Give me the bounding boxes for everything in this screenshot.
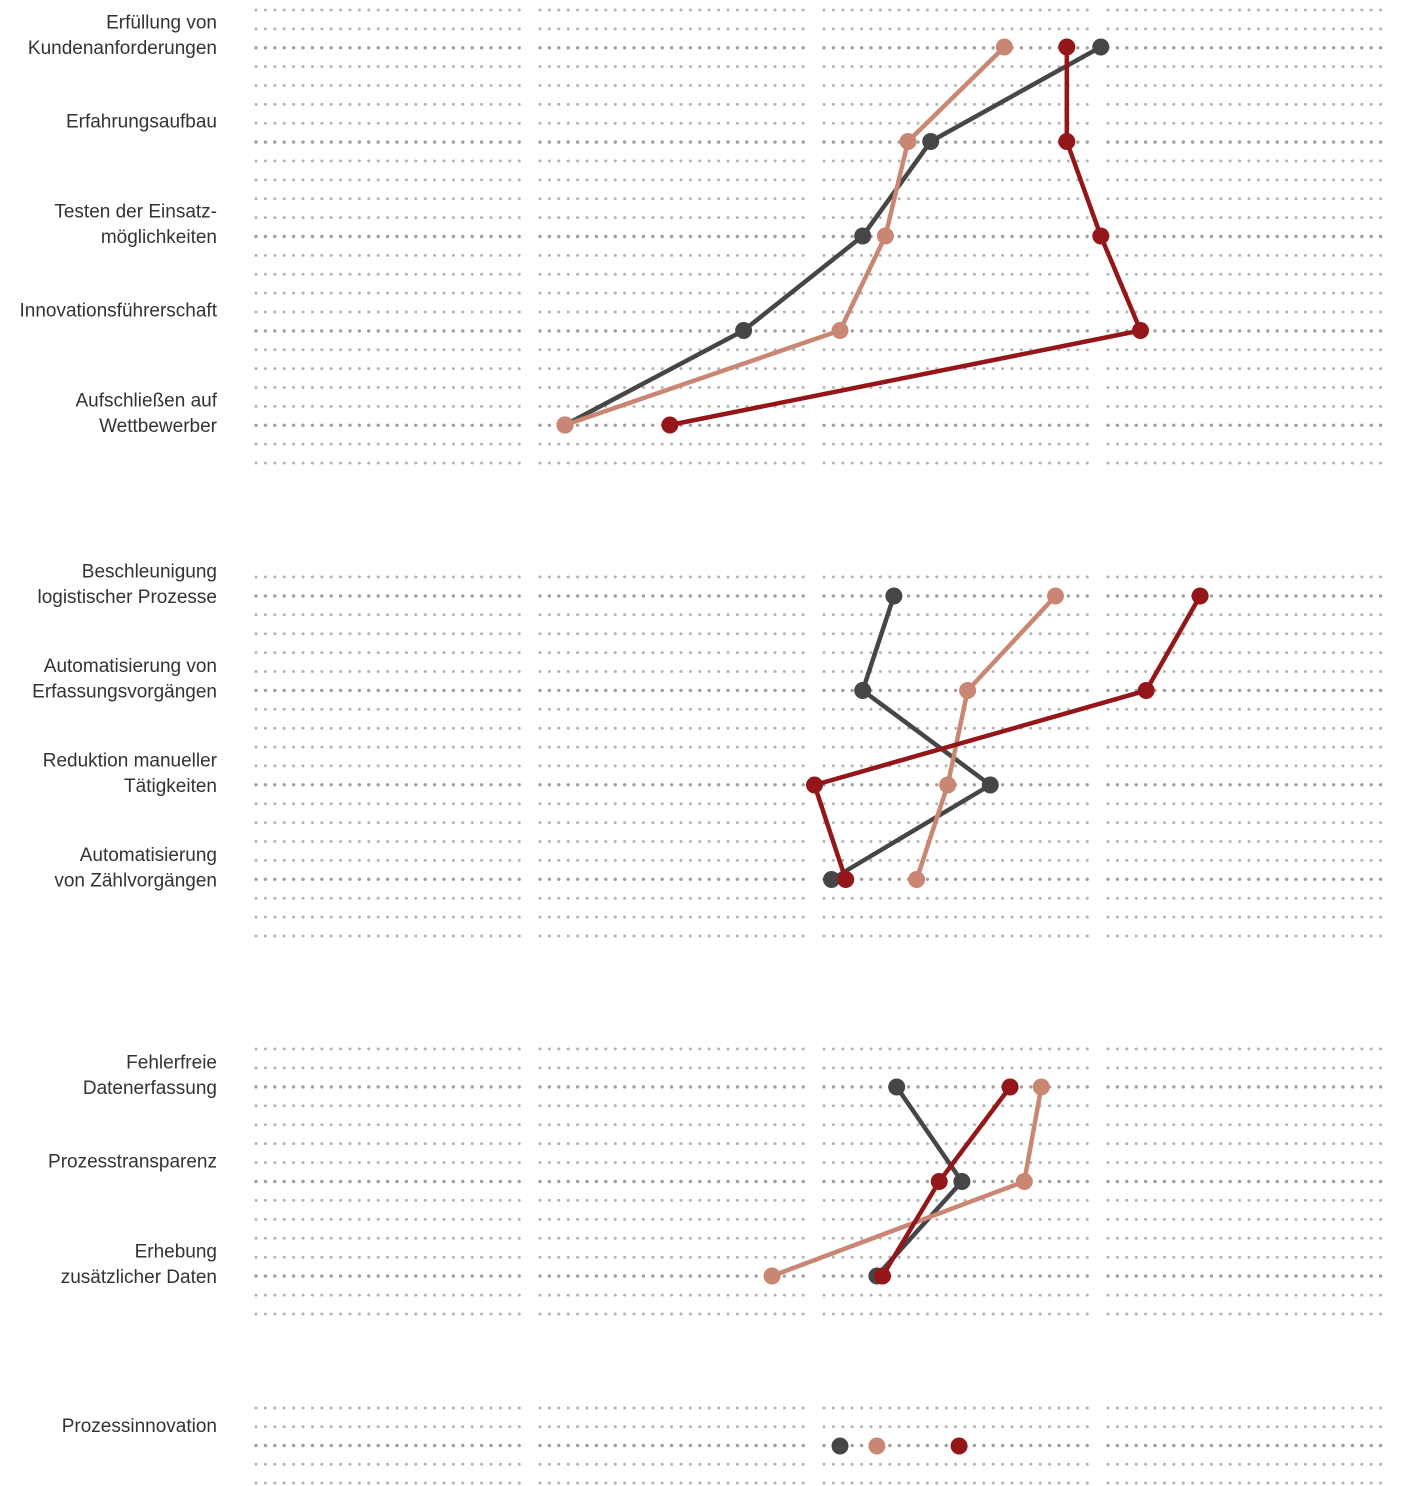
data-point — [950, 1437, 968, 1455]
data-point — [922, 133, 940, 150]
data-point — [854, 682, 872, 699]
category-label: Fehlerfreie Datenerfassung — [83, 1053, 217, 1100]
series-line — [829, 593, 993, 882]
data-point — [837, 871, 855, 888]
data-point — [1015, 1173, 1033, 1190]
series-3 — [874, 1078, 1019, 1285]
dotted-grid — [254, 575, 1383, 938]
data-point — [1191, 587, 1209, 605]
chart-panel-3: Fehlerfreie Datenerfassung Prozesstranspar… — [48, 1047, 1383, 1316]
data-point — [930, 1173, 948, 1190]
series-2 — [556, 38, 1013, 434]
data-point — [959, 682, 977, 699]
dotted-grid — [254, 1406, 1383, 1485]
data-point — [1092, 38, 1110, 56]
series-2 — [868, 1437, 886, 1455]
data-point — [981, 776, 999, 794]
series-1 — [831, 1437, 849, 1455]
series-1 — [823, 587, 999, 888]
data-point — [763, 1267, 781, 1285]
series-3 — [950, 1437, 968, 1455]
data-point — [888, 1078, 906, 1096]
data-point — [939, 776, 957, 794]
chart-panel-2: Beschleunigung logistischer Prozesse Autom… — [32, 562, 1383, 938]
category-label: Innovationsführerschaft — [19, 301, 217, 322]
category-label: Prozesstransparenz — [48, 1152, 217, 1173]
data-point — [885, 587, 903, 605]
data-point — [1092, 227, 1110, 245]
category-label: Automatisierung von Zählvorgängen — [54, 845, 217, 892]
category-label: Erfahrungsaufbau — [66, 112, 217, 133]
series-line — [812, 593, 1203, 882]
data-point — [1132, 322, 1149, 339]
data-point — [1032, 1078, 1050, 1096]
data-point — [1058, 133, 1076, 150]
data-point — [1058, 38, 1076, 56]
series-1 — [556, 38, 1110, 434]
data-point — [806, 776, 823, 794]
data-point — [854, 227, 872, 245]
data-point — [899, 133, 917, 150]
data-point — [953, 1173, 971, 1190]
data-point — [908, 871, 926, 888]
data-point — [831, 1437, 849, 1455]
category-label: Automatisierung von Erfassungsvorgängen — [32, 656, 217, 703]
chart-panel-1: Erfüllung von Kundenanforderungen Erfahrun… — [19, 8, 1383, 465]
data-point — [1001, 1078, 1019, 1096]
data-point — [556, 416, 574, 434]
data-point — [1137, 682, 1155, 699]
category-label: Aufschließen auf Wettbewerber — [75, 391, 217, 438]
data-point — [874, 1267, 891, 1285]
data-point — [1047, 587, 1064, 605]
series-3 — [661, 38, 1149, 434]
category-label: Beschleunigung logistischer Prozesse — [37, 562, 217, 609]
data-point — [868, 1437, 886, 1455]
category-label: Reduktion manueller Tätigkeiten — [43, 751, 218, 798]
data-point — [735, 322, 753, 339]
data-point — [995, 38, 1013, 56]
category-label: Testen der Einsatz-möglichkeiten — [54, 202, 217, 249]
series-2 — [908, 587, 1064, 888]
series-line — [914, 593, 1058, 882]
series-3 — [806, 587, 1209, 888]
category-label: Erfüllung von Kundenanforderungen — [28, 13, 217, 60]
data-point — [831, 322, 849, 339]
data-point — [823, 871, 840, 888]
category-label: Erhebung zusätzlicher Daten — [61, 1242, 217, 1289]
dotted-grid — [254, 1047, 1383, 1316]
chart-panel-4: Prozessinnovation — [62, 1406, 1383, 1485]
series-2 — [763, 1078, 1050, 1285]
category-label: Prozessinnovation — [62, 1416, 217, 1437]
data-point — [876, 227, 894, 245]
data-point — [661, 416, 679, 434]
